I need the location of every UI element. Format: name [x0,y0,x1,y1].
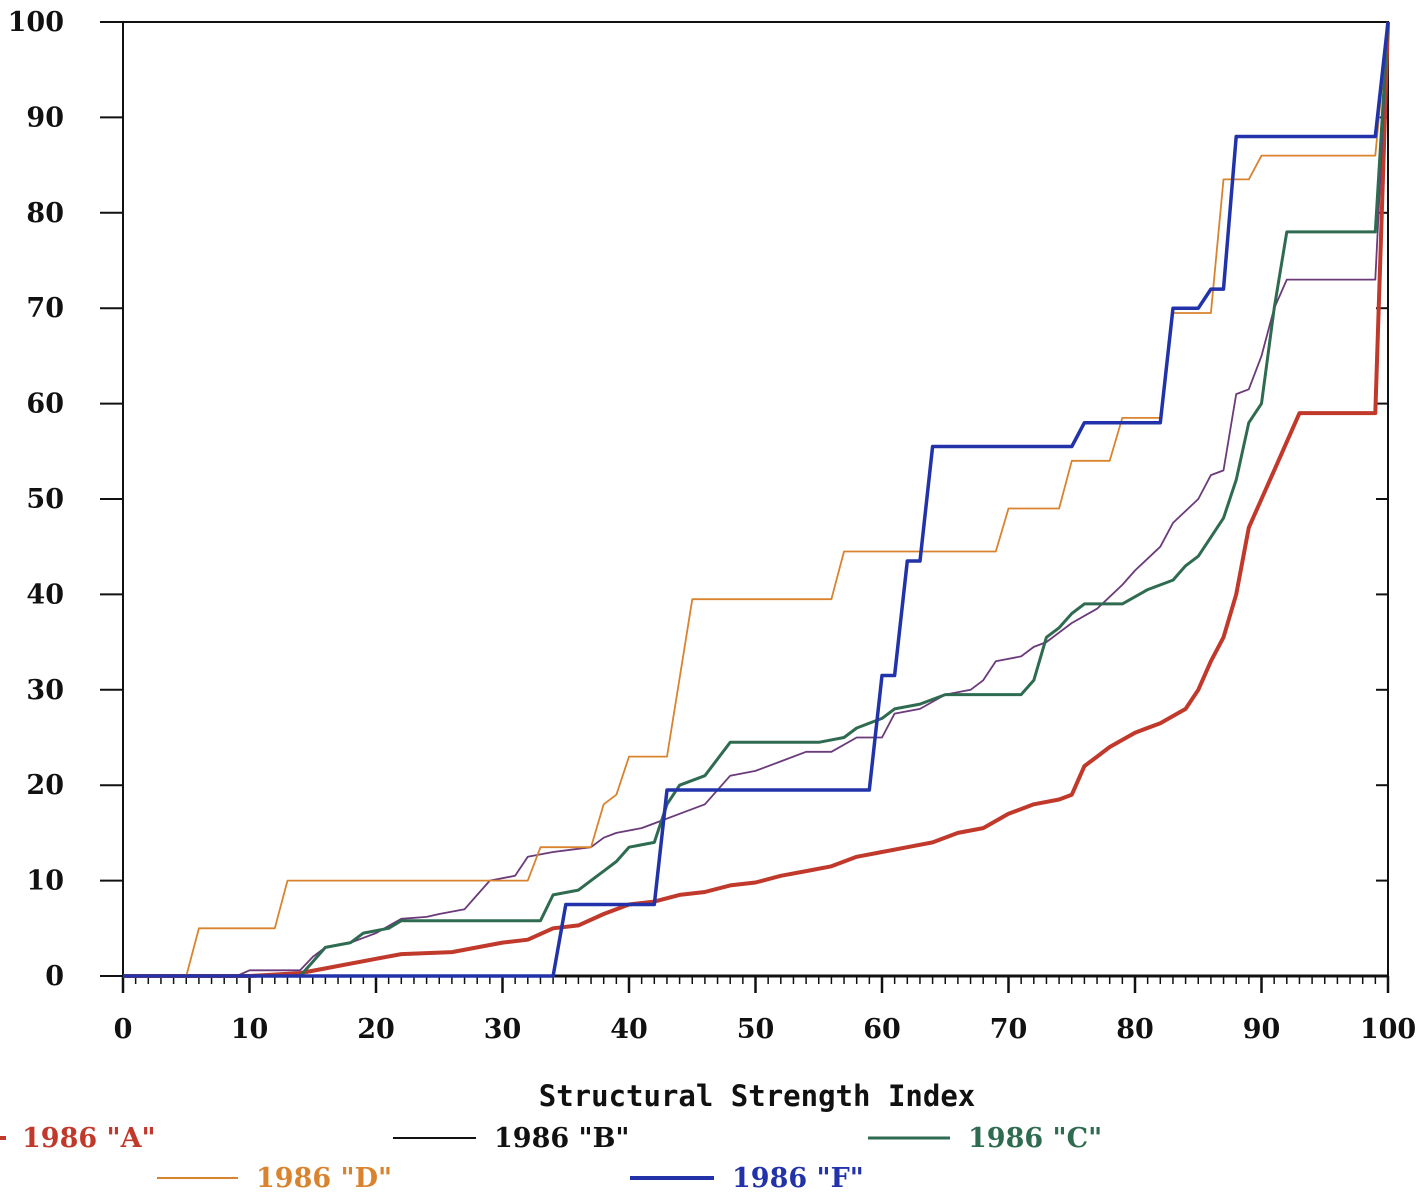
y-tick-label: 80 [26,198,64,229]
x-tick-label: 20 [357,1014,395,1045]
y-tick-label: 30 [26,675,64,706]
series-line-3 [123,21,1389,977]
series-line-0 [123,21,1390,978]
x-tick-label: 0 [114,1014,133,1045]
series-line-4 [123,21,1390,978]
legend-label-f: 1986 "F" [732,1163,864,1192]
y-tick-label: 60 [26,389,64,420]
y-tick-label: 100 [8,7,64,38]
legend-item-d: 1986 "D" [157,1163,392,1192]
x-tick-label: 80 [1116,1014,1154,1045]
legend-item-b: 1986 "B" [393,1123,630,1154]
y-tick-label: 40 [26,579,64,610]
x-tick-label: 40 [610,1014,648,1045]
x-axis-title: Structural Strength Index [539,1079,976,1113]
x-tick-label: 60 [863,1014,901,1045]
y-tick-label: 90 [26,102,64,133]
x-tick-label: 90 [1243,1014,1281,1045]
y-tick-label: 70 [26,293,64,324]
y-axis: 0 10 20 30 40 50 60 70 80 90 100 [8,7,1388,992]
legend-item-f: 1986 "F" [630,1163,864,1192]
x-axis: 0 10 20 30 40 50 60 70 80 90 100 [114,976,1416,1045]
legend-label-b: 1986 "B" [494,1123,630,1154]
x-tick-label: 100 [1360,1014,1416,1045]
series-line-2 [123,21,1390,978]
x-tick-label: 10 [231,1014,269,1045]
y-tick-label: 20 [26,770,64,801]
series-lines [123,21,1390,978]
y-tick-label: 0 [45,961,64,992]
x-tick-label: 50 [737,1014,775,1045]
x-tick-label: 30 [484,1014,522,1045]
series-line-1 [123,21,1389,977]
legend-label-c: 1986 "C" [968,1123,1102,1154]
legend: 1986 "A" 1986 "B" 1986 "C" 1986 "D" 1986… [0,1123,1102,1192]
y-tick-label: 50 [26,484,64,515]
y-tick-label: 10 [26,866,64,897]
legend-item-c: 1986 "C" [868,1123,1102,1154]
legend-item-a: 1986 "A" [0,1123,156,1154]
x-tick-label: 70 [990,1014,1028,1045]
legend-label-a: 1986 "A" [22,1123,156,1154]
legend-label-d: 1986 "D" [256,1163,392,1192]
